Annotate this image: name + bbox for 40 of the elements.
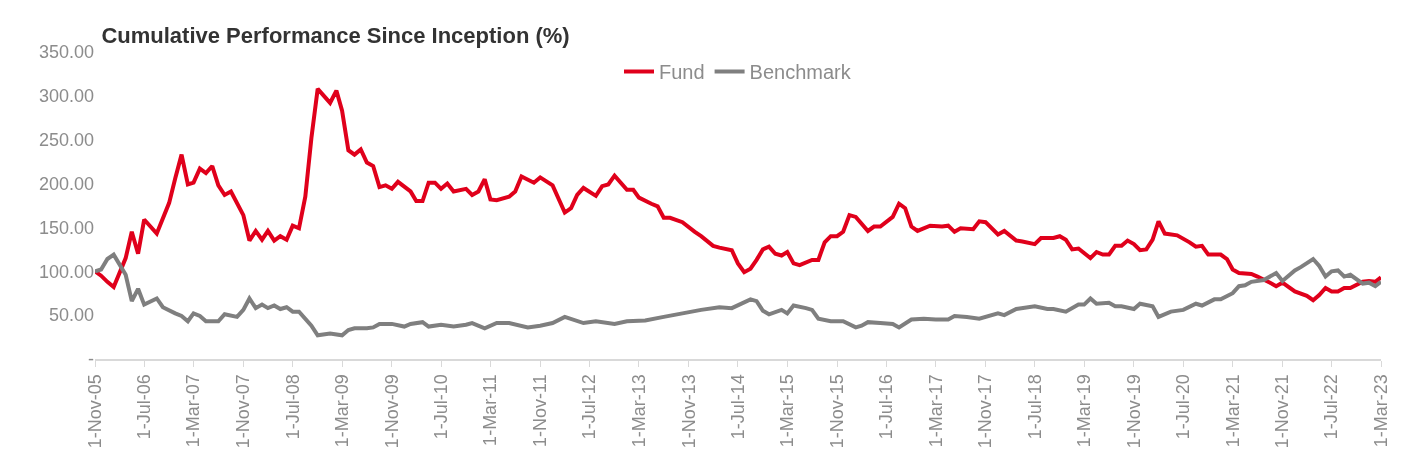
x-tick-label: 1-Jul-20 [1173,374,1194,440]
x-tick-label: 1-Mar-21 [1222,374,1243,448]
x-tick-label: 1-Nov-15 [826,374,847,449]
x-tick-label: 1-Mar-09 [331,374,352,448]
x-tick-label: 1-Jul-08 [282,374,303,440]
x-tick-label: 1-Nov-17 [975,374,996,449]
x-tick-label: 1-Mar-15 [777,374,798,448]
x-tick-label: 1-Mar-23 [1370,374,1391,448]
x-tick-label: 1-Mar-19 [1073,374,1094,448]
x-tick-label: 1-Nov-21 [1272,374,1293,449]
x-tick-label: 1-Nov-13 [678,374,699,449]
x-tick-label: 1-Nov-11 [530,374,551,447]
line-series [95,252,1381,338]
y-tick-label: 250.00 [38,130,94,151]
y-tick-label: 300.00 [38,86,94,107]
x-tick-label: 1-Jul-06 [134,374,155,440]
x-tick-label: 1-Mar-11 [480,374,501,446]
x-tick-label: 1-Jul-18 [1024,374,1045,440]
x-tick-label: 1-Nov-09 [381,374,402,449]
y-tick-label: 350.00 [38,42,94,63]
x-tick-label: 1-Jul-16 [876,374,897,440]
y-tick-label: 150.00 [38,217,94,238]
y-tick-label: - [88,349,94,370]
y-tick-label: 50.00 [48,305,94,326]
x-tick-label: 1-Nov-05 [84,374,105,449]
x-tick-label: 1-Jul-12 [579,374,600,440]
x-tick-label: 1-Mar-07 [183,374,204,448]
x-tick-label: 1-Nov-07 [233,374,254,449]
chart-title: Cumulative Performance Since Inception (%) [101,22,570,48]
x-tick-label: 1-Jul-14 [727,374,748,440]
x-tick-label: 1-Jul-10 [430,374,451,440]
y-tick-label: 100.00 [38,261,94,282]
x-tick-label: 1-Mar-13 [628,374,649,448]
line-series [95,86,1381,303]
y-tick-label: 200.00 [38,173,94,194]
legend-label: Fund [659,61,705,84]
x-tick-label: 1-Nov-19 [1123,374,1144,449]
x-tick-label: 1-Jul-22 [1321,374,1342,440]
legend-label: Benchmark [749,61,852,84]
x-tick-label: 1-Mar-17 [925,374,946,448]
